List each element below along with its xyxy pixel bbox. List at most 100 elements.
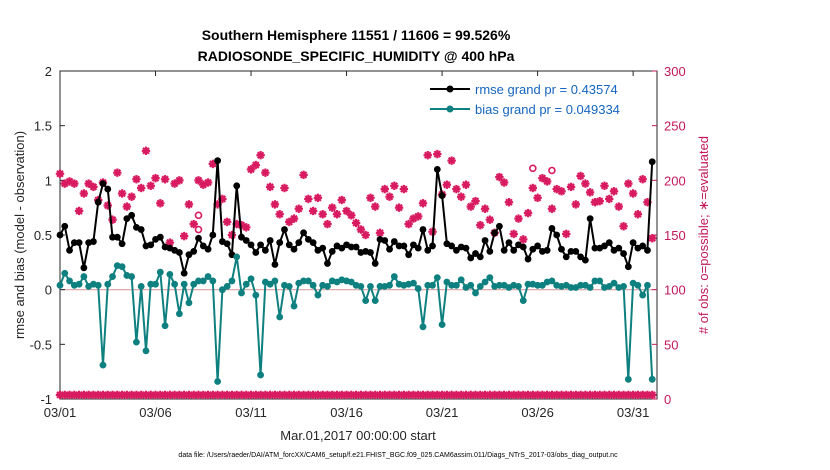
nobs-star-stroke — [204, 178, 212, 187]
nobs-evaluated-high — [476, 220, 485, 230]
nobs-star-stroke — [142, 147, 150, 155]
series-point-rmse — [558, 245, 565, 253]
nobs-star-stroke — [424, 151, 432, 159]
nobs-evaluated-high — [514, 214, 523, 223]
nobs-star-stroke — [509, 230, 518, 238]
series-point-bias — [271, 277, 279, 285]
series-point-rmse — [247, 241, 255, 249]
series-point-rmse — [472, 250, 479, 257]
y-axis-right-label: # of obs: o=possible; ∗=evaluated — [696, 136, 711, 334]
nobs-evaluated-high — [132, 175, 141, 184]
nobs-star-stroke — [481, 205, 489, 213]
nobs-evaluated-high — [581, 179, 590, 188]
series-point-bias — [247, 275, 255, 283]
series-point-rmse — [639, 242, 647, 250]
series-point-bias — [66, 277, 73, 285]
y-right-tick-label: 50 — [664, 337, 678, 352]
series-point-bias — [285, 282, 293, 290]
nobs-star-stroke — [123, 202, 131, 211]
nobs-star-stroke — [376, 229, 384, 237]
series-point-rmse — [118, 240, 126, 248]
series-point-bias — [204, 273, 212, 280]
nobs-evaluated-high — [423, 150, 432, 160]
nobs-star-stroke — [333, 210, 341, 218]
series-point-bias — [223, 282, 231, 290]
nobs-evaluated-high — [160, 175, 170, 184]
nobs-evaluated-high — [318, 210, 327, 219]
series-point-bias — [142, 347, 150, 355]
nobs-star-stroke — [89, 183, 98, 191]
nobs-evaluated-high — [289, 214, 299, 223]
nobs-star-stroke — [113, 168, 122, 177]
nobs-evaluated-high — [399, 184, 409, 194]
series-point-bias — [61, 269, 69, 277]
series-point-rmse — [233, 182, 241, 190]
series-point-rmse — [300, 229, 307, 237]
nobs-evaluated-high — [70, 179, 79, 188]
nobs-evaluated-high — [576, 171, 585, 181]
nobs-star-stroke — [223, 218, 231, 226]
series-point-bias — [524, 280, 532, 288]
nobs-evaluated-high — [332, 210, 342, 219]
series-point-bias — [309, 281, 317, 289]
nobs-star-stroke — [175, 176, 184, 185]
y-axis-left: -1 -0.5 0 0.5 1 1.5 2 — [30, 64, 65, 407]
nobs-star-stroke — [567, 183, 575, 191]
nobs-star-stroke — [299, 171, 308, 179]
nobs-star-stroke — [533, 194, 542, 202]
nobs-evaluated-high — [523, 208, 533, 218]
series-point-bias — [156, 268, 164, 276]
series-point-rmse — [66, 246, 73, 254]
series-point-rmse — [400, 242, 408, 250]
nobs-evaluated-high — [89, 182, 98, 192]
nobs-evaluated-high — [261, 168, 270, 177]
nobs-evaluated-high — [624, 179, 633, 188]
series-point-rmse — [629, 239, 637, 247]
series-point-rmse — [94, 198, 102, 206]
nobs-star-stroke — [400, 185, 408, 193]
nobs-evaluated-high — [638, 175, 647, 184]
y-tick-label: 1.5 — [34, 119, 52, 134]
nobs-star-stroke — [242, 223, 251, 232]
series-point-rmse — [390, 238, 398, 245]
series-point-bias — [596, 277, 604, 285]
nobs-star-stroke — [75, 207, 83, 215]
series-point-rmse — [419, 226, 427, 233]
series-point-bias — [424, 281, 432, 289]
series-point-bias — [190, 280, 198, 288]
series-point-rmse — [543, 246, 551, 254]
series-point-rmse — [338, 244, 346, 252]
nobs-star-stroke — [271, 200, 279, 209]
series-point-rmse — [285, 241, 293, 249]
series-point-bias — [367, 282, 374, 290]
nobs-evaluated-high — [227, 230, 237, 240]
series-point-rmse — [238, 233, 245, 241]
series-point-bias — [257, 371, 264, 379]
x-tick-label: 03/26 — [521, 405, 554, 420]
nobs-evaluated-high — [74, 206, 84, 216]
nobs-evaluated-high — [566, 182, 576, 192]
nobs-star-stroke — [275, 210, 284, 218]
series-point-rmse — [410, 241, 417, 249]
nobs-star-stroke — [419, 199, 427, 208]
series-point-rmse — [185, 251, 193, 259]
nobs-star-stroke — [371, 202, 379, 211]
nobs-star-stroke — [166, 238, 174, 247]
series-point-rmse — [601, 242, 608, 250]
nobs-possible-marker — [194, 211, 203, 220]
nobs-star-stroke — [328, 203, 336, 212]
series-point-rmse — [61, 222, 69, 230]
nobs-evaluated-high — [117, 189, 127, 198]
series-point-rmse — [395, 242, 403, 250]
nobs-evaluated-high — [328, 203, 337, 212]
nobs-evaluated-high — [113, 168, 122, 177]
series-point-bias — [238, 289, 245, 297]
series-point-bias — [476, 282, 484, 290]
nobs-star-stroke — [352, 219, 360, 227]
series-point-rmse — [113, 233, 121, 241]
series-point-rmse — [620, 250, 627, 257]
series-point-rmse — [405, 251, 413, 259]
nobs-star-stroke — [557, 187, 566, 196]
nobs-star-stroke — [390, 182, 399, 190]
nobs-star-stroke — [615, 202, 623, 211]
